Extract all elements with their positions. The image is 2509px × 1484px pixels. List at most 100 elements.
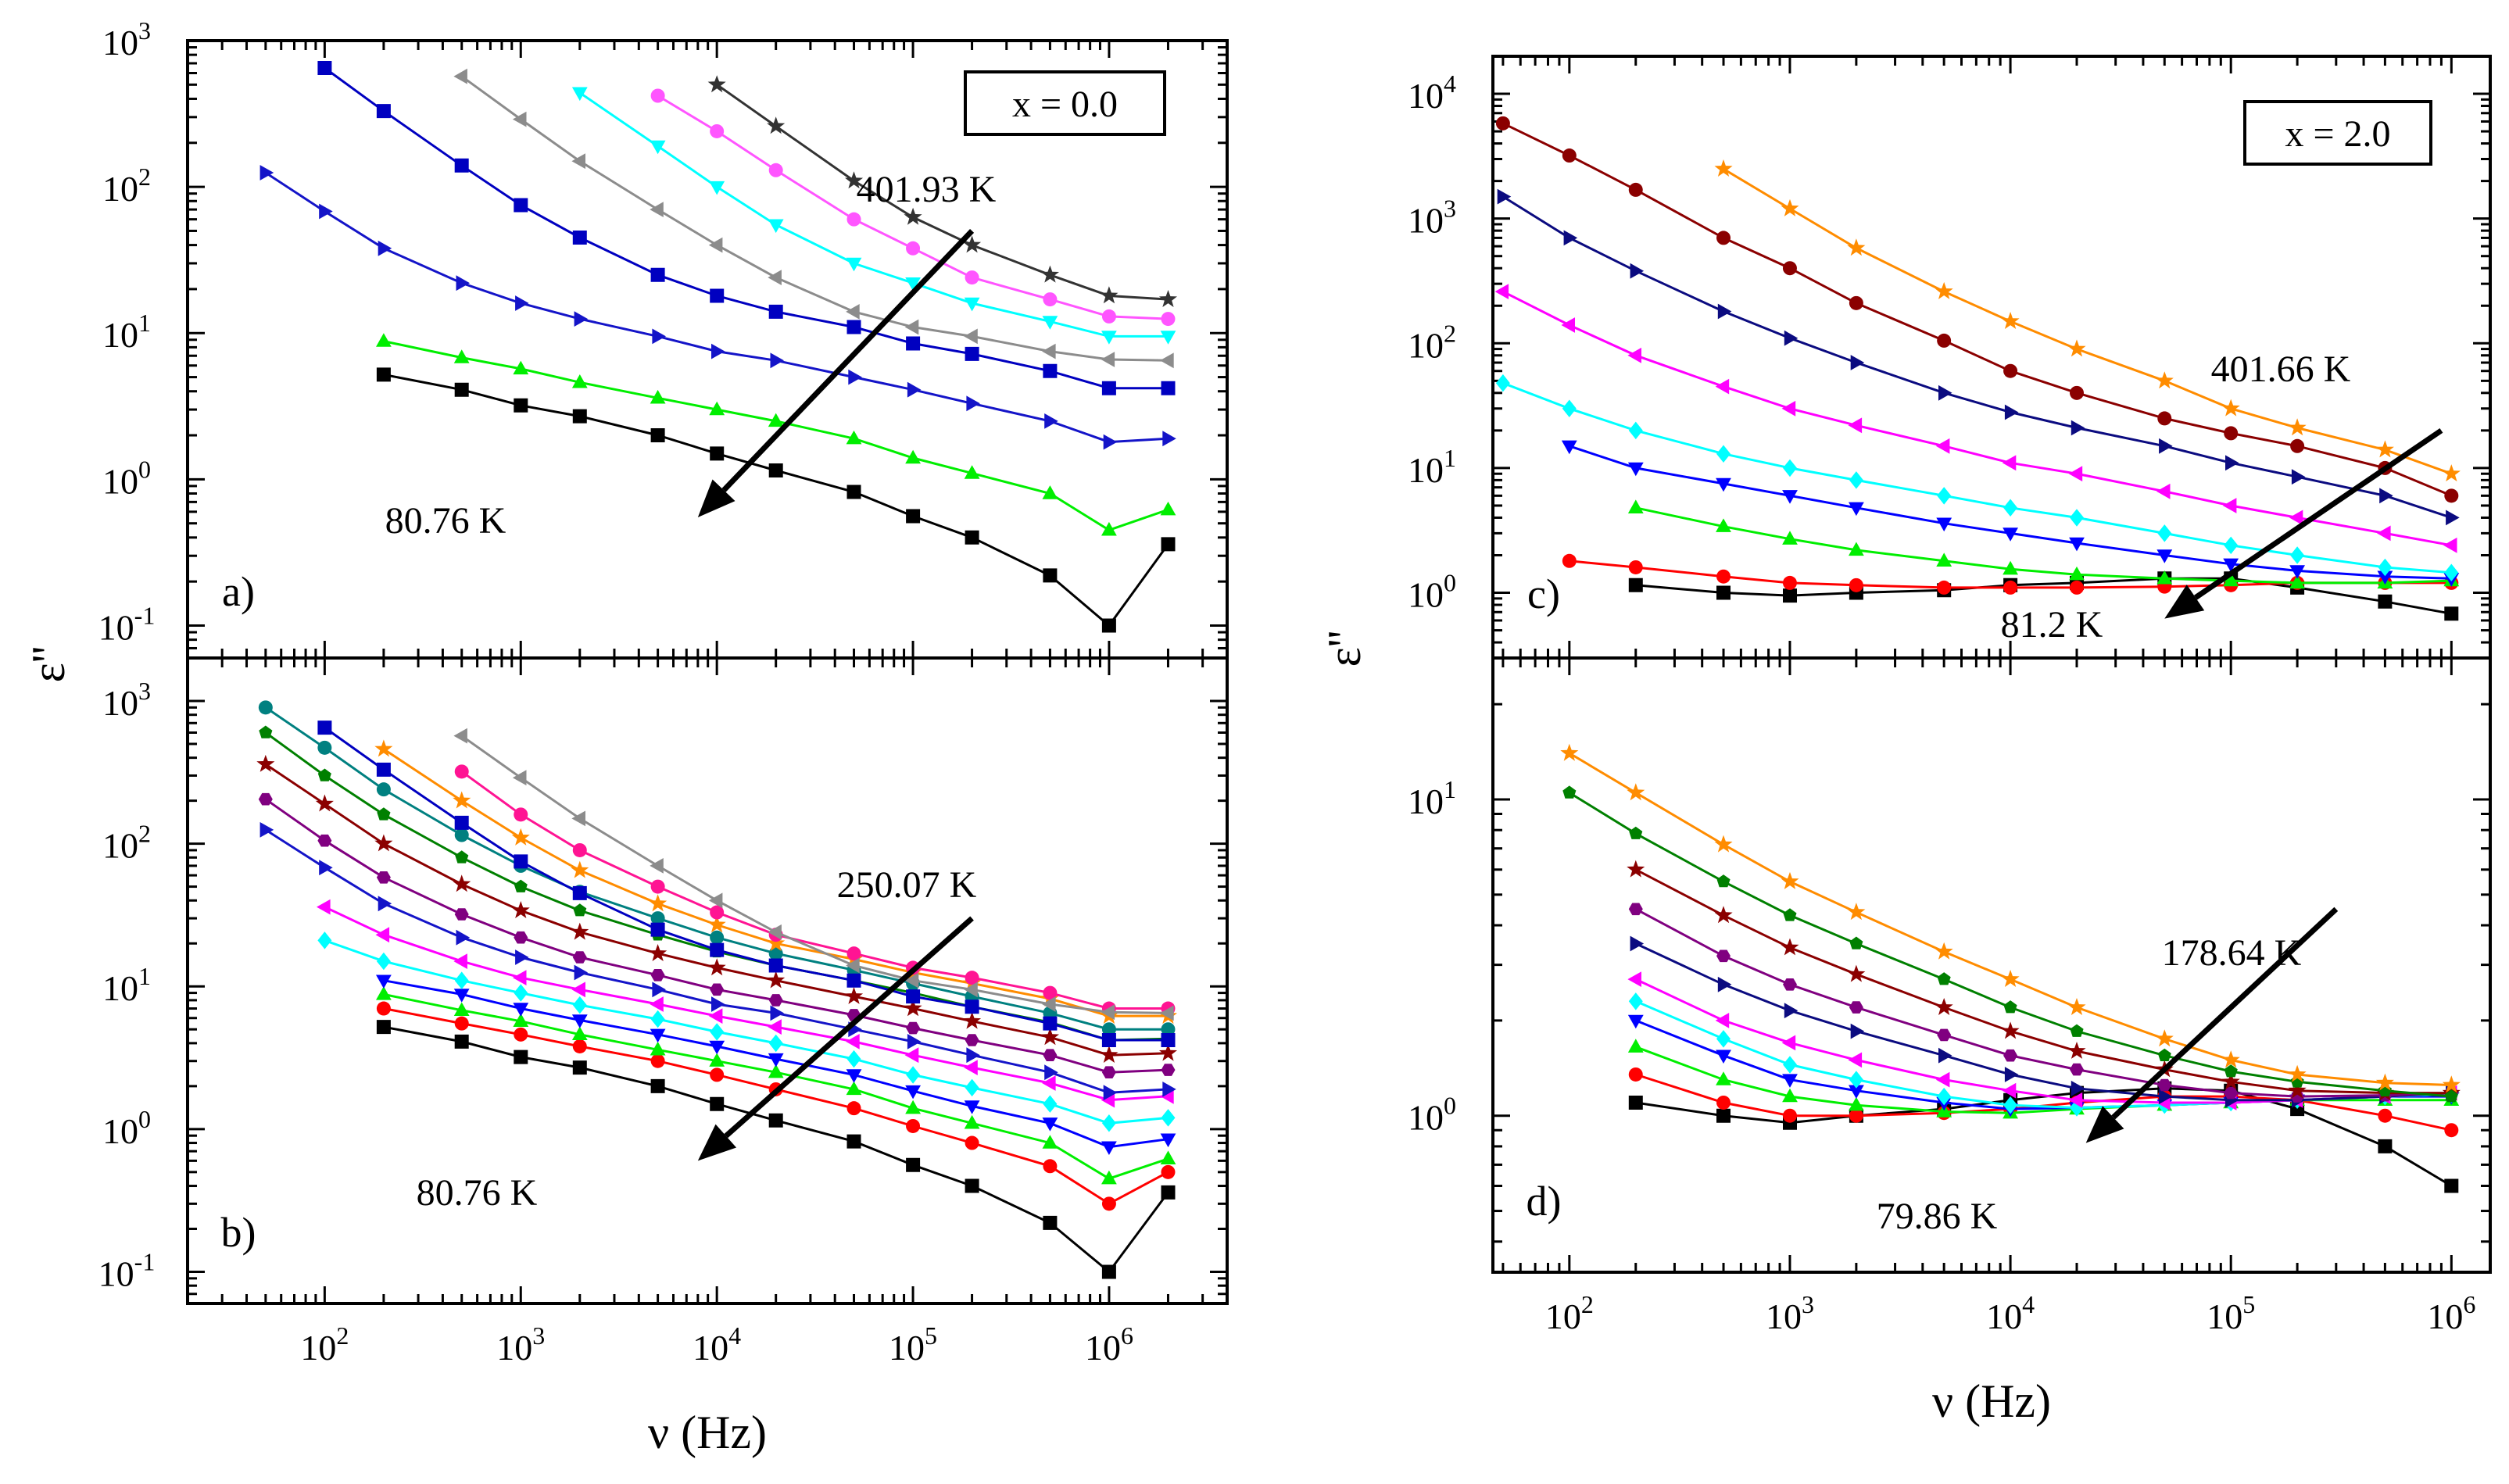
data-point xyxy=(966,1047,980,1064)
data-point xyxy=(571,374,588,388)
data-point xyxy=(710,1096,725,1111)
data-point xyxy=(906,241,921,256)
data-point xyxy=(453,989,470,1003)
data-point xyxy=(454,1034,469,1049)
data-point xyxy=(259,165,274,181)
data-point xyxy=(376,1001,391,1016)
data-point xyxy=(2068,1092,2083,1108)
data-point xyxy=(1100,1046,1118,1063)
data-point xyxy=(906,1021,921,1035)
data-point xyxy=(709,1053,725,1067)
data-point xyxy=(1850,355,1865,370)
data-point xyxy=(1043,568,1058,583)
data-point xyxy=(513,1013,529,1027)
data-point xyxy=(1161,1185,1176,1200)
data-point xyxy=(319,203,333,220)
data-point xyxy=(1042,996,1056,1012)
data-point xyxy=(846,304,860,320)
arrow-label-low-temp: 80.76 K xyxy=(417,1172,538,1214)
data-point xyxy=(1160,1150,1176,1164)
data-point xyxy=(1936,517,1952,532)
data-point xyxy=(649,894,668,912)
data-point xyxy=(376,871,391,884)
series-line-3 xyxy=(1635,1046,2452,1114)
data-point xyxy=(2377,525,2391,542)
data-point xyxy=(1849,1096,1864,1111)
data-point xyxy=(770,352,784,369)
data-point xyxy=(650,202,664,217)
data-point xyxy=(710,983,725,996)
x-tick-label: 106 xyxy=(2427,1290,2475,1336)
data-point xyxy=(1849,542,1864,556)
data-point xyxy=(846,320,861,334)
data-point xyxy=(454,828,469,842)
x-tick-label: 105 xyxy=(889,1321,937,1368)
data-point xyxy=(1160,331,1176,345)
data-point xyxy=(2067,998,2086,1015)
data-point xyxy=(1042,1135,1058,1149)
data-point xyxy=(1716,1108,1731,1123)
data-point xyxy=(1848,1052,1863,1068)
data-point xyxy=(1627,971,1641,987)
data-point xyxy=(1044,413,1058,429)
y-tick-label: 10-1 xyxy=(98,1247,156,1293)
data-point xyxy=(571,87,588,102)
data-point xyxy=(574,311,589,327)
data-point xyxy=(1628,903,1643,916)
data-point xyxy=(768,946,783,961)
data-point xyxy=(964,1100,980,1114)
x-tick-label: 104 xyxy=(693,1321,741,1368)
series-line-6 xyxy=(324,906,1169,1102)
data-point xyxy=(2155,1029,2174,1047)
data-point xyxy=(1043,985,1058,1000)
data-point xyxy=(572,951,587,964)
data-point xyxy=(572,409,587,424)
x-tick-label: 105 xyxy=(2207,1290,2255,1336)
data-point xyxy=(2157,524,2172,542)
data-point xyxy=(1100,286,1118,304)
temperature-arrowhead xyxy=(697,1124,737,1161)
series-line-11 xyxy=(264,706,1169,1031)
data-point xyxy=(1043,1095,1058,1113)
temperature-arrowhead xyxy=(2164,585,2205,619)
data-point xyxy=(454,971,469,989)
y-tick-label: 102 xyxy=(102,820,151,866)
composition-legend-box xyxy=(2243,100,2432,166)
data-point xyxy=(2003,1096,2018,1114)
data-point xyxy=(375,927,390,943)
data-point xyxy=(2221,1050,2240,1068)
data-point xyxy=(2002,455,2017,471)
series-line-7 xyxy=(1635,942,2452,1102)
data-point xyxy=(965,270,979,285)
data-point xyxy=(1716,1030,1731,1048)
series-line-9 xyxy=(1635,868,2452,1095)
data-point xyxy=(650,879,665,894)
data-point xyxy=(710,288,725,303)
composition-legend-text: x = 2.0 xyxy=(2285,113,2390,155)
data-point xyxy=(515,949,529,965)
x-tick-label: 102 xyxy=(1545,1290,1594,1336)
data-point xyxy=(514,854,528,869)
data-point xyxy=(1716,518,1731,532)
data-point xyxy=(514,198,528,213)
data-point xyxy=(1101,1114,1116,1132)
arrow-label-low-temp: 81.2 K xyxy=(2001,604,2103,645)
data-point xyxy=(2289,510,2303,526)
data-point xyxy=(376,952,391,971)
panel-b: 10-1 100 101 102 103 102 103 104 105 106 ν (Hz) 250… xyxy=(98,656,1229,1458)
data-point xyxy=(770,1005,784,1021)
data-point xyxy=(964,328,978,345)
data-point xyxy=(2446,510,2460,526)
series-line-8 xyxy=(1635,907,2452,1098)
data-point xyxy=(1935,1071,1950,1088)
data-point xyxy=(1043,1159,1058,1174)
data-point xyxy=(1850,1023,1865,1039)
data-point xyxy=(707,75,726,93)
data-point xyxy=(2001,970,2020,987)
data-point xyxy=(1782,490,1798,504)
data-point xyxy=(964,1114,980,1129)
data-point xyxy=(1160,1005,1174,1021)
data-point xyxy=(1494,284,1509,299)
data-point xyxy=(907,1034,922,1050)
data-point xyxy=(376,367,391,382)
